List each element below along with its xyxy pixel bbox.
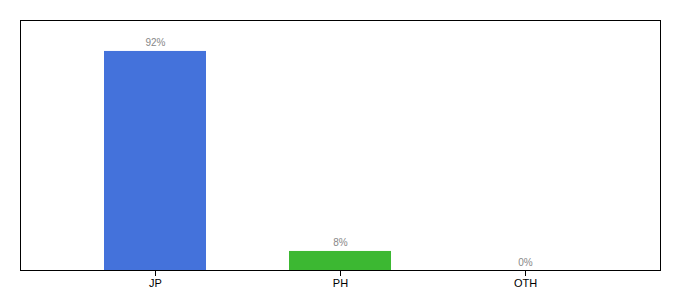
svg-text:JP: JP (149, 277, 162, 289)
svg-text:92%: 92% (145, 37, 165, 48)
svg-text:PH: PH (333, 277, 348, 289)
svg-text:0%: 0% (518, 257, 533, 268)
svg-text:OTH: OTH (514, 277, 537, 289)
svg-text:8%: 8% (333, 237, 348, 248)
